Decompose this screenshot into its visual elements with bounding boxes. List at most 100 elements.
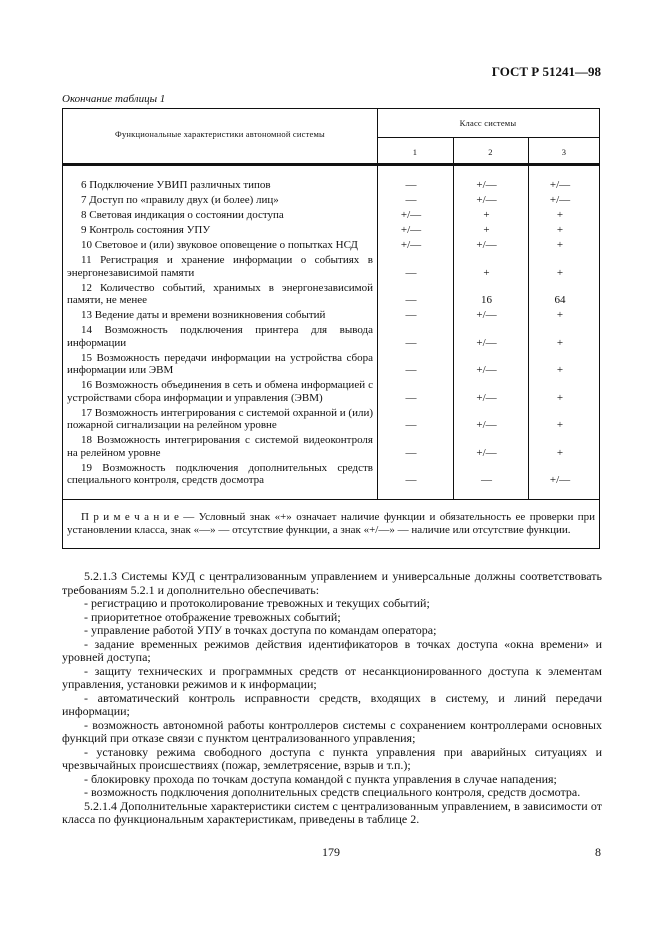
table-row: 16 Возможность объединения в сеть и обме… xyxy=(63,379,599,404)
class-1-value: — xyxy=(405,391,417,404)
standard-number: ГОСТ Р 51241—98 xyxy=(491,64,601,79)
class-2-value: +/— xyxy=(476,419,497,431)
class-1-value: — xyxy=(405,419,417,431)
table-row: 10 Световое и (или) звуковое оповещение … xyxy=(63,239,599,252)
table-row: 18 Возможность интегрирования с системой… xyxy=(63,434,599,459)
class-1-value: — xyxy=(405,336,417,349)
divider xyxy=(377,109,378,499)
class-2-header: 2 xyxy=(488,147,493,157)
table-row: 9 Контроль состояния УПУ +/— + + xyxy=(63,224,599,237)
class-2-value: +/— xyxy=(476,391,497,404)
class-2-value: +/— xyxy=(476,239,497,251)
class-1-value: — xyxy=(405,446,417,459)
table-row: 13 Ведение даты и времени возникновения … xyxy=(63,309,599,322)
divider xyxy=(528,137,529,499)
row-label: 10 Световое и (или) звуковое оповещение … xyxy=(81,239,358,251)
row-label: 7 Доступ по «правилу двух (и более) лиц» xyxy=(81,194,279,206)
list-item: - управление работой УПУ в точках доступ… xyxy=(84,623,437,637)
table-row: 11 Регистрация и хранение информации о с… xyxy=(63,254,599,279)
class-1-value: +/— xyxy=(400,239,422,251)
class-1-value: — xyxy=(405,294,417,306)
table-row: 12 Количество событий, хранимых в энерго… xyxy=(63,282,599,307)
paragraph: 5.2.1.3 Системы КУД с централизованным у… xyxy=(62,569,602,597)
class-3-value: + xyxy=(556,266,564,279)
class-1-value: — xyxy=(405,309,417,321)
table-row: 15 Возможность передачи информации на ус… xyxy=(63,352,599,377)
table-row: 6 Подключение УВИП различных типов — +/— +/… xyxy=(63,179,599,192)
list-item: - блокировку прохода по точкам доступа к… xyxy=(84,771,557,786)
row-label: 6 Подключение УВИП различных типов xyxy=(81,179,271,191)
row-label: 14 Возможность подключения принтера для … xyxy=(67,324,373,349)
column-header-characteristics: Функциональные характеристики автономной… xyxy=(115,129,325,139)
column-header-class: Класс системы xyxy=(459,118,517,128)
class-2-value: +/— xyxy=(476,446,497,459)
class-3-value: + xyxy=(556,391,564,404)
list-item: - приоритетное отображение тревожных соб… xyxy=(84,609,341,624)
table-body: 6 Подключение УВИП различных типов — +/— +/… xyxy=(63,179,599,489)
list-item: - установку режима свободного доступа с … xyxy=(62,744,602,772)
table-row: 7 Доступ по «правилу двух (и более) лиц»… xyxy=(63,194,599,207)
row-label: 18 Возможность интегрирования с системой… xyxy=(67,434,373,459)
class-3-value: + xyxy=(556,336,564,349)
class-2-value: +/— xyxy=(476,179,497,191)
class-3-value: + xyxy=(556,446,564,459)
table-row: 17 Возможность интегрирования с системой… xyxy=(63,407,599,432)
list-item: - защиту технических и программных средс… xyxy=(62,663,602,691)
divider xyxy=(377,137,599,138)
divider xyxy=(63,499,599,500)
table-row: 8 Световая индикация о состоянии доступа… xyxy=(63,209,599,222)
divider xyxy=(453,137,454,499)
row-label: 13 Ведение даты и времени возникновения … xyxy=(81,309,326,321)
list-item: - регистрацию и протоколирование тревожн… xyxy=(84,596,430,610)
class-3-header: 3 xyxy=(561,147,567,157)
row-label: 8 Световая индикация о состоянии доступа xyxy=(81,209,284,221)
class-3-value: +/— xyxy=(549,474,571,486)
class-3-value: +/— xyxy=(549,194,571,206)
row-label: 16 Возможность объединения в сеть и обме… xyxy=(67,379,373,404)
class-1-value: — xyxy=(405,194,417,206)
table-row: 19 Возможность подключения дополнительны… xyxy=(63,462,599,487)
table-caption: Окончание таблицы 1 xyxy=(62,93,166,105)
page-number: 179 xyxy=(322,845,340,859)
row-label: 19 Возможность подключения дополнительны… xyxy=(67,461,373,487)
list-item: - возможность автономной работы контролл… xyxy=(62,717,602,745)
class-1-value: +/— xyxy=(400,224,422,236)
body-text: 5.2.1.3 Системы КУД с централизованным у… xyxy=(62,569,602,827)
table-1: Функциональные характеристики автономной… xyxy=(62,108,600,549)
class-1-value: — xyxy=(405,179,417,191)
class-3-value: 64 xyxy=(554,294,566,306)
class-2-value: +/— xyxy=(476,194,497,206)
row-label: 17 Возможность интегрирования с системой… xyxy=(67,406,373,432)
class-2-value: +/— xyxy=(476,364,497,376)
class-2-value: +/— xyxy=(476,309,497,321)
class-3-value: + xyxy=(556,364,564,376)
list-item: - задание временных режимов действия иде… xyxy=(62,636,602,664)
divider xyxy=(63,163,599,166)
list-item: - автоматический контроль исправности ср… xyxy=(62,690,602,718)
class-3-value: + xyxy=(556,309,564,321)
class-3-value: + xyxy=(556,419,564,431)
class-2-value: 16 xyxy=(481,294,492,306)
row-label: 12 Количество событий, хранимых в энерго… xyxy=(67,281,373,307)
class-2-value: + xyxy=(483,224,490,236)
paragraph: 5.2.1.4 Дополнительные характеристики си… xyxy=(62,798,602,826)
list-item: - возможность подключения дополнительных… xyxy=(84,785,581,799)
class-3-value: + xyxy=(556,239,564,251)
row-label: 11 Регистрация и хранение информации о с… xyxy=(67,254,373,279)
table-row: 14 Возможность подключения принтера для … xyxy=(63,324,599,349)
class-3-value: +/— xyxy=(549,179,571,191)
class-1-value: +/— xyxy=(400,209,422,221)
row-label: 9 Контроль состояния УПУ xyxy=(81,224,211,236)
class-1-value: — xyxy=(405,474,417,486)
class-1-header: 1 xyxy=(412,147,418,157)
table-note: П р и м е ч а н и е — Условный знак «+» … xyxy=(67,511,595,536)
class-1-value: — xyxy=(405,266,417,279)
class-2-value: + xyxy=(483,266,490,279)
sheet-number: 8 xyxy=(595,845,601,859)
class-2-value: +/— xyxy=(476,336,497,349)
row-label: 15 Возможность передачи информации на ус… xyxy=(67,351,373,377)
class-2-value: + xyxy=(483,209,490,221)
class-1-value: — xyxy=(405,364,417,376)
class-3-value: + xyxy=(556,224,564,236)
